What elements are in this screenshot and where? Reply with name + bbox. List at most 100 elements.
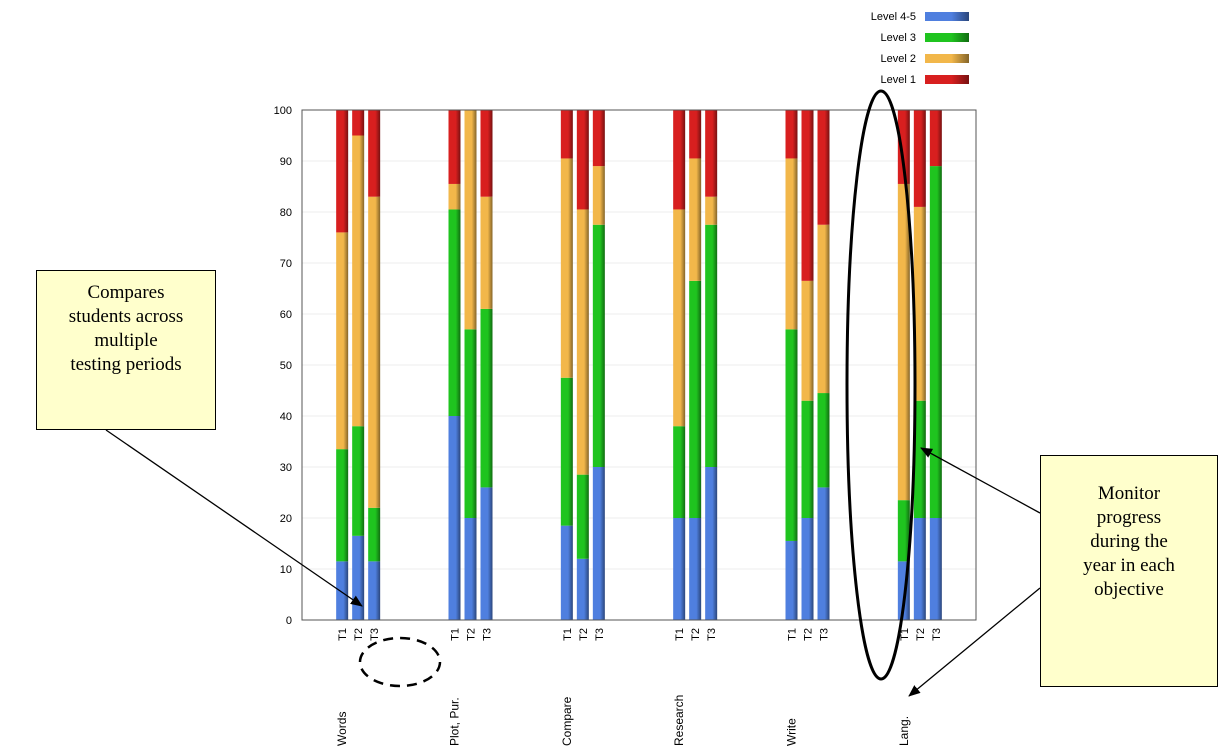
y-tick-label: 10 [280,564,292,576]
bar-segment [705,467,718,620]
bar-segment [689,158,702,281]
bar-segment [368,507,381,562]
legend-label: Level 2 [881,53,916,65]
bar-segment [464,518,477,620]
bar-segment [560,158,573,378]
bars-layer [336,110,942,620]
y-tick-label: 40 [280,411,292,423]
bar-segment [929,518,942,620]
bar-segment [576,474,589,559]
bar-segment [368,196,381,508]
bar-segment [464,110,477,330]
bar-segment [480,487,493,620]
bar-segment [352,535,365,620]
bar-segment [801,518,814,620]
legend: Level 4-5 Level 3 Level 2 Level 1 [871,11,969,86]
bar-segment [785,329,798,541]
bar-segment [592,467,605,620]
category-label: Compare [560,696,574,746]
plot-frame [301,109,977,621]
x-tick-label: T2 [915,628,927,641]
x-tick-label: T3 [931,628,943,641]
x-tick-label: T1 [899,628,911,641]
bar-segment [673,426,686,518]
bar-segment [576,110,589,210]
bar-segment [705,196,718,225]
bar-segment [817,487,830,620]
category-label: Words [335,712,349,746]
bar-segment [801,280,814,401]
annotation-monitor-progress: Monitor progress during the year in each… [1040,455,1218,687]
bar-segment [576,209,589,475]
bar-segment [705,110,718,197]
solid-ellipse [845,89,917,681]
x-tick-label: T3 [482,628,494,641]
y-tick-label: 70 [280,258,292,270]
bar-segment [801,110,814,281]
y-tick-label: 90 [280,156,292,168]
bar-segment [817,110,830,225]
bar-segment [785,158,798,330]
x-tick-label: T3 [819,628,831,641]
bar-segment [897,110,910,184]
bar-segment [689,110,702,159]
legend-label: Level 4-5 [871,11,916,23]
bar-segment [929,110,942,167]
legend-swatch [925,54,969,63]
bar-segment [785,110,798,159]
bar-segment [448,110,461,184]
bar-segment [929,166,942,518]
bar-segment [913,518,926,620]
bar-segment [592,110,605,167]
bar-segment [352,426,365,536]
bar-segment [576,558,589,620]
bar-segment [673,518,686,620]
bar-segment [480,308,493,488]
grid-layer [302,160,976,570]
bar-segment [336,110,349,233]
bar-segment [352,135,365,427]
bar-segment [817,224,830,394]
bar-segment [592,224,605,467]
bar-segment [480,110,493,197]
category-label: Write [785,718,799,746]
x-tick-label: T2 [578,628,590,641]
bar-segment [897,183,910,501]
x-tick-label: T2 [690,628,702,641]
x-tick-label: T2 [803,628,815,641]
x-tick-label: T1 [450,628,462,641]
bar-segment [560,377,573,526]
bar-segment [480,196,493,309]
y-tick-label: 20 [280,513,292,525]
bar-segment [464,329,477,518]
bar-segment [705,224,718,467]
bar-segment [352,110,365,136]
bar-segment [448,209,461,416]
legend-label: Level 3 [881,32,916,44]
bar-segment [560,525,573,620]
x-tick-label: T3 [369,628,381,641]
x-tick-label: T2 [353,628,365,641]
category-label: Lang. [897,716,911,746]
x-tick-label: T1 [674,628,686,641]
x-tick-label: T3 [594,628,606,641]
bar-segment [801,400,814,518]
category-label: Research [672,695,686,746]
y-tick-label: 0 [286,615,292,627]
bar-segment [913,206,926,401]
x-tick-label: T2 [466,628,478,641]
y-tick-label: 30 [280,462,292,474]
bar-segment [913,110,926,207]
bar-segment [336,561,349,620]
arrow-right-note-up [920,447,1041,514]
legend-swatch [925,33,969,42]
bar-segment [689,518,702,620]
category-label: Plot, Pur. [448,697,462,746]
y-tick-label: 50 [280,360,292,372]
legend-label: Level 1 [881,74,916,86]
bar-segment [560,110,573,159]
annotation-compares-periods: Compares students across multiple testin… [36,270,216,430]
bar-segment [448,416,461,620]
x-tick-label: T1 [787,628,799,641]
